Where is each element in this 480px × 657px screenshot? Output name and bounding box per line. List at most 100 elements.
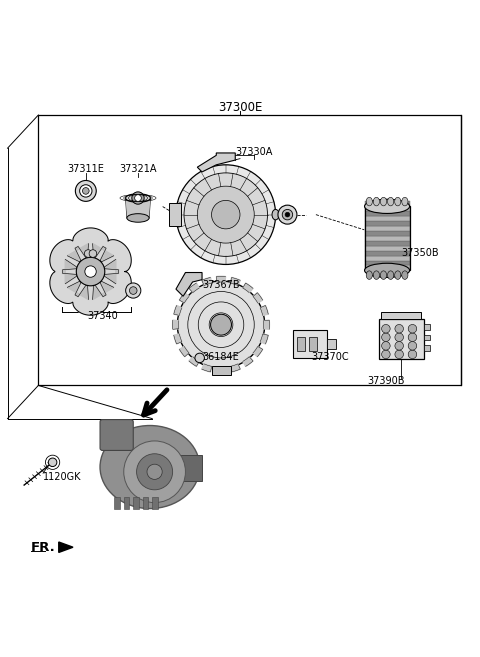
Text: 37311E: 37311E [67,164,104,174]
Polygon shape [189,357,199,367]
Circle shape [176,165,276,265]
Circle shape [89,250,96,258]
Bar [364,256,409,261]
Polygon shape [93,281,114,300]
Text: 36184E: 36184E [202,352,239,362]
Polygon shape [243,283,253,292]
Text: 37390B: 37390B [367,376,405,386]
Bar [379,319,424,359]
Bar [364,221,409,226]
Bar [364,206,409,271]
Circle shape [137,454,173,490]
Polygon shape [62,260,77,284]
Bar [309,337,317,351]
Circle shape [197,186,254,243]
Ellipse shape [381,197,386,206]
Circle shape [147,464,162,480]
Bar [133,497,139,509]
Circle shape [282,210,293,220]
Ellipse shape [126,194,150,202]
Bar [327,340,336,349]
Bar [424,325,430,330]
Polygon shape [216,367,226,373]
Circle shape [285,212,290,217]
Text: 37340: 37340 [87,311,118,321]
Polygon shape [202,277,212,286]
Circle shape [48,458,57,466]
Polygon shape [174,334,182,344]
Circle shape [395,350,404,359]
Text: 37330A: 37330A [236,147,273,157]
Polygon shape [126,198,150,218]
Text: 37370C: 37370C [311,352,349,362]
FancyBboxPatch shape [100,420,133,451]
Text: 37321A: 37321A [119,164,157,174]
Bar [364,265,409,271]
Bar [424,334,430,340]
Polygon shape [50,228,131,315]
Bar [212,366,230,374]
Bar [297,337,305,351]
Polygon shape [216,277,226,283]
Ellipse shape [402,271,408,279]
Bar [114,497,120,509]
Ellipse shape [364,199,409,214]
Polygon shape [176,273,202,296]
Bar [364,236,409,241]
Bar [179,455,202,482]
Polygon shape [230,277,240,286]
Polygon shape [180,293,189,303]
Polygon shape [197,153,235,172]
Circle shape [382,350,390,359]
Circle shape [382,342,390,350]
Circle shape [178,281,264,369]
Circle shape [80,185,92,197]
Polygon shape [230,364,240,372]
Polygon shape [202,364,212,372]
Circle shape [83,188,89,194]
Ellipse shape [387,271,394,279]
Polygon shape [253,346,263,357]
Circle shape [84,250,92,258]
Ellipse shape [366,271,372,279]
Circle shape [195,353,204,363]
Ellipse shape [364,263,409,277]
Circle shape [395,325,404,333]
Ellipse shape [373,271,380,279]
Polygon shape [59,542,73,553]
Circle shape [130,286,137,294]
Polygon shape [67,281,88,300]
Ellipse shape [100,426,200,509]
Circle shape [85,266,96,277]
Text: 1120GK: 1120GK [43,472,82,482]
Polygon shape [105,260,119,284]
Polygon shape [67,244,88,262]
Bar [124,497,130,509]
Bar [364,261,409,265]
Circle shape [75,181,96,201]
Bar [143,497,148,509]
Ellipse shape [381,271,386,279]
Polygon shape [243,357,253,367]
Circle shape [382,333,390,342]
Bar [364,216,409,221]
Polygon shape [260,306,268,315]
Text: 37300E: 37300E [218,101,262,114]
Polygon shape [93,244,114,262]
Ellipse shape [387,197,394,206]
Ellipse shape [395,197,401,206]
Circle shape [132,192,144,204]
Circle shape [184,173,267,256]
Text: 37367B: 37367B [202,280,240,290]
Ellipse shape [402,197,408,206]
Polygon shape [180,346,189,357]
Polygon shape [264,320,269,329]
Circle shape [382,325,390,333]
Circle shape [408,333,417,342]
Bar [364,246,409,251]
Circle shape [278,205,297,224]
Circle shape [124,441,185,503]
Bar [424,345,430,351]
Bar [364,206,409,212]
Ellipse shape [127,214,149,222]
